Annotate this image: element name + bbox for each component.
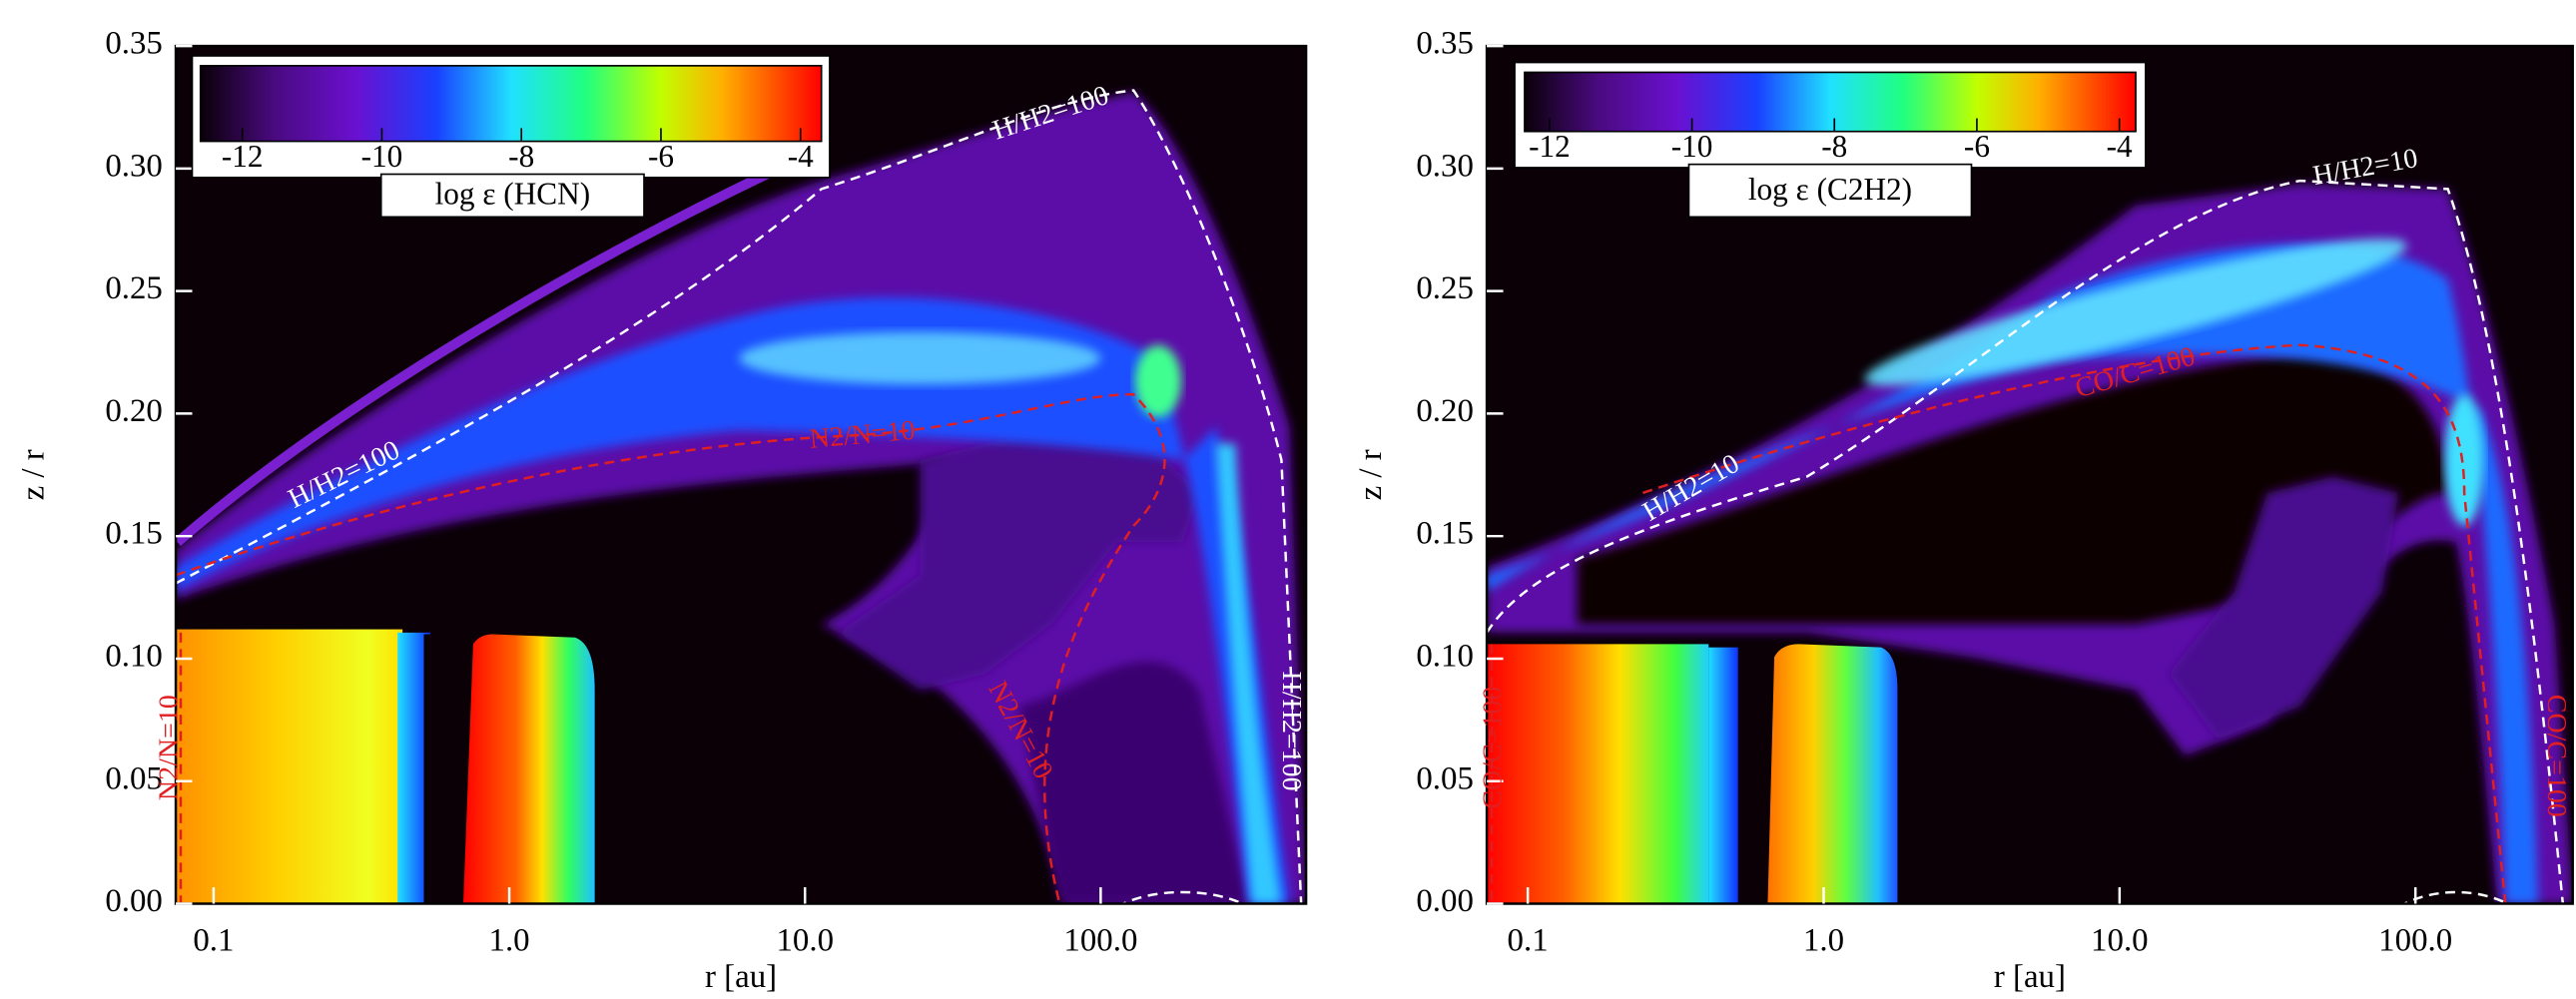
x-tick-label: 1.0 <box>489 923 530 959</box>
y-tick-label: 0.15 <box>105 516 163 552</box>
colorbar <box>1524 71 2137 133</box>
contour-label: CO/C=100 <box>2541 695 2572 817</box>
heatmap-field <box>176 46 1307 904</box>
x-tick-label: 100.0 <box>2378 923 2452 959</box>
plot-frame <box>1485 44 2574 905</box>
x-axis-label: r [au] <box>705 959 777 995</box>
colorbar-tick-label: -8 <box>1821 129 1847 164</box>
y-tick-label: 0.20 <box>1416 393 1474 429</box>
colorbar-tick-label: -8 <box>508 139 534 174</box>
x-tick-label: 100.0 <box>1063 923 1137 959</box>
contour-label: H/H2=100 <box>1276 672 1307 791</box>
y-tick-label: 0.10 <box>1416 639 1474 675</box>
y-tick-label: 0.00 <box>1416 883 1474 919</box>
plot-frame <box>174 44 1308 905</box>
y-tick-label: 0.35 <box>105 26 163 62</box>
colorbar-tick-label: -12 <box>1529 129 1571 164</box>
colorbar-label: log ε (C2H2) <box>1748 172 1912 207</box>
colorbar-label-box <box>379 173 645 219</box>
contour-label: N2/N=10 <box>154 695 185 800</box>
y-axis-label: z / r <box>1353 449 1389 500</box>
heatmap-field <box>1487 46 2573 904</box>
x-tick-label: 10.0 <box>776 923 834 959</box>
colorbar <box>199 65 823 143</box>
y-tick-label: 0.30 <box>1416 148 1474 184</box>
colorbar-tick-label: -10 <box>361 139 403 174</box>
y-axis-label: z / r <box>16 449 52 500</box>
x-tick-label: 0.1 <box>1508 923 1549 959</box>
x-tick-label: 0.1 <box>193 923 234 959</box>
y-tick-label: 0.05 <box>105 760 163 796</box>
y-tick-label: 0.30 <box>105 148 163 184</box>
y-tick-label: 0.35 <box>1416 26 1474 62</box>
colorbar-tick-label: -10 <box>1671 129 1713 164</box>
colorbar-tick-label: -4 <box>2107 129 2133 164</box>
y-tick-label: 0.20 <box>105 393 163 429</box>
x-tick-label: 1.0 <box>1803 923 1844 959</box>
y-tick-label: 0.10 <box>105 639 163 675</box>
x-tick-label: 10.0 <box>2091 923 2149 959</box>
colorbar-tick-label: -6 <box>648 139 674 174</box>
contour-label: CO/C=100 <box>1478 687 1509 809</box>
colorbar-tick-label: -6 <box>1964 129 1990 164</box>
colorbar-label-box <box>1687 163 1973 219</box>
y-tick-label: 0.05 <box>1416 760 1474 796</box>
y-tick-label: 0.25 <box>105 270 163 306</box>
x-axis-label: r [au] <box>1994 959 2066 995</box>
y-tick-label: 0.15 <box>1416 516 1474 552</box>
y-tick-label: 0.00 <box>105 883 163 919</box>
colorbar-tick-label: -4 <box>788 139 814 174</box>
colorbar-label: log ε (HCN) <box>435 177 591 212</box>
y-tick-label: 0.25 <box>1416 270 1474 306</box>
colorbar-tick-label: -12 <box>222 139 264 174</box>
